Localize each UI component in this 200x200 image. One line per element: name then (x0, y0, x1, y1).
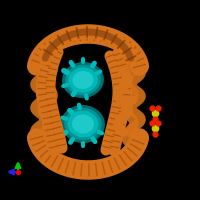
Ellipse shape (62, 62, 104, 98)
Ellipse shape (68, 67, 98, 93)
Ellipse shape (68, 111, 98, 137)
Ellipse shape (73, 71, 93, 89)
Ellipse shape (61, 105, 105, 143)
Ellipse shape (65, 65, 101, 95)
Ellipse shape (72, 114, 94, 134)
Ellipse shape (64, 108, 102, 140)
